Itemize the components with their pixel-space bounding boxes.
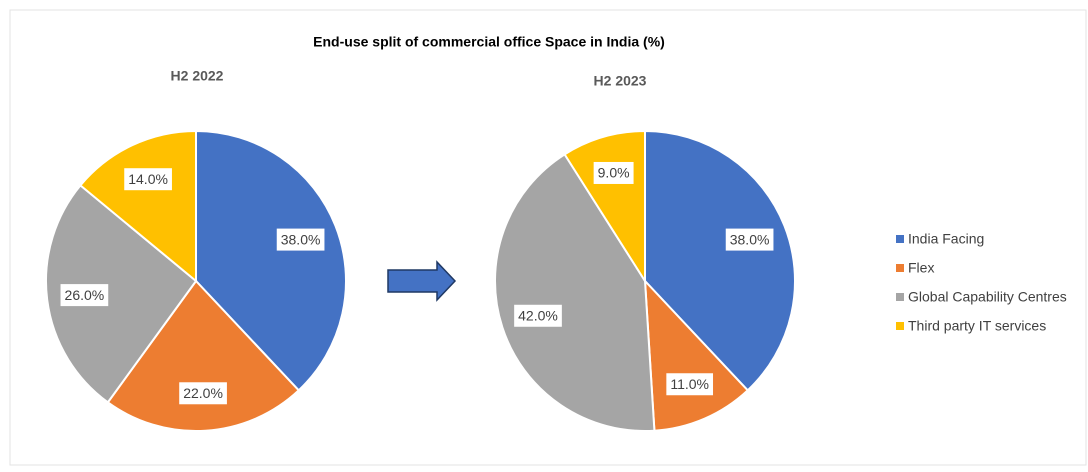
data-label-box [725, 228, 774, 251]
legend-label: Third party IT services [908, 318, 1046, 334]
data-label: 14.0% [128, 171, 168, 187]
legend-swatch [896, 293, 904, 301]
data-label: 42.0% [518, 307, 558, 323]
legend-swatch [896, 322, 904, 330]
pie-slice [45, 183, 198, 404]
pie-slice [195, 129, 347, 392]
data-label-box [666, 373, 714, 396]
data-label: 38.0% [730, 231, 770, 247]
pie-slice [494, 152, 656, 432]
pie-slice [644, 129, 796, 392]
legend-label: Global Capability Centres [908, 289, 1067, 305]
pie-title: H2 2022 [171, 68, 224, 84]
legend-swatch [896, 264, 904, 272]
data-label-box [179, 382, 227, 405]
arrow [387, 260, 457, 302]
data-label-box [124, 168, 172, 191]
legend-label: India Facing [908, 231, 984, 247]
data-label-box [514, 304, 562, 327]
data-label: 11.0% [670, 376, 709, 392]
data-label: 22.0% [183, 385, 223, 401]
data-label: 26.0% [65, 287, 105, 303]
data-label: 38.0% [281, 231, 321, 247]
chart-title: End-use split of commercial office Space… [313, 34, 665, 50]
data-label-box [276, 228, 325, 251]
legend-swatch [896, 235, 904, 243]
data-label-box [593, 161, 634, 184]
legend-label: Flex [908, 260, 934, 276]
pie-title: H2 2023 [594, 73, 647, 89]
pie-slice [106, 279, 301, 432]
data-label: 9.0% [598, 165, 630, 181]
data-label-box [60, 284, 109, 307]
